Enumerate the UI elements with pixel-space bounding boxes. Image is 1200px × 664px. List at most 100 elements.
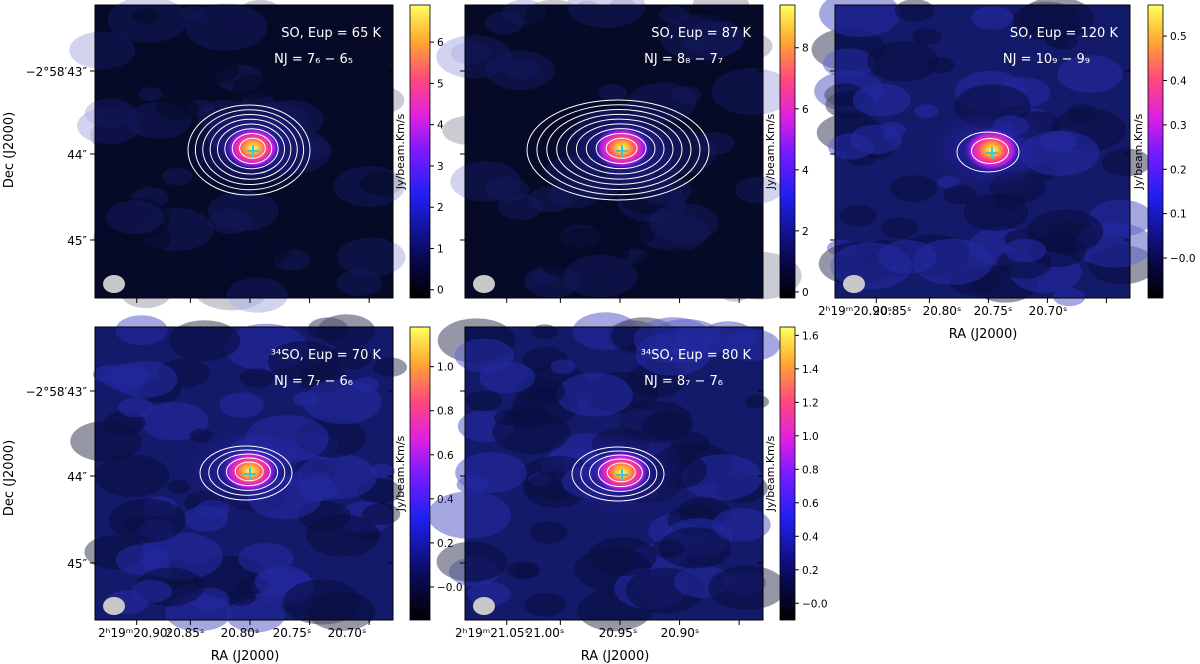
panel-1: −2°58′43″ 44″ 45″ SO, Eup = 65 K NJ = 7₆ − 6… <box>26 0 444 313</box>
noise-blob <box>107 0 188 43</box>
noise-blob <box>546 227 630 276</box>
contour-level-4 <box>580 450 658 497</box>
noise-blob <box>824 83 865 107</box>
noise-blob <box>528 186 574 213</box>
colorbar-tick-label: 0.4 <box>802 531 819 543</box>
noise-blob <box>157 358 210 388</box>
colorbar-tick-label: 4 <box>802 165 809 177</box>
contours <box>956 131 1020 173</box>
colorbar-tick-label: 1.6 <box>802 330 819 342</box>
colorbar-tick-label: 5 <box>437 78 444 90</box>
noise-blob <box>239 0 282 25</box>
map-frame <box>464 4 764 299</box>
noise-blob <box>493 410 520 426</box>
noise-blob <box>659 5 690 24</box>
noise-blob <box>226 277 289 313</box>
noise-blob <box>90 111 172 159</box>
noise-blob <box>295 417 367 458</box>
noise-blob <box>997 77 1051 108</box>
noise-blob <box>996 247 1052 279</box>
noise-blob <box>450 161 521 202</box>
noise-blob <box>139 519 175 540</box>
noise-blob <box>362 503 401 525</box>
noise-blob <box>115 544 171 576</box>
contours <box>571 446 665 502</box>
noise-blob <box>524 592 566 617</box>
contour-level-5 <box>571 446 665 502</box>
noise-blob <box>514 564 540 579</box>
noise-blob <box>638 211 709 253</box>
noise-blob <box>708 565 787 610</box>
noise-blob <box>628 543 688 578</box>
noise-blob <box>735 176 782 204</box>
noise-blob <box>512 387 579 426</box>
noise-blob <box>565 247 600 268</box>
noise-blob <box>673 565 731 598</box>
noise-blob <box>814 70 885 112</box>
ra-tick-label: 20.80ˢ <box>221 626 260 640</box>
noise-blob <box>671 86 702 104</box>
noise-blob <box>972 265 1038 303</box>
noise-blob <box>621 186 671 215</box>
contour-level-2 <box>956 131 1020 173</box>
noise-blob <box>484 11 525 35</box>
noise-blob <box>436 541 508 582</box>
source-marker <box>244 468 256 480</box>
contour-level-5 <box>199 445 293 501</box>
noise-blob <box>700 321 756 353</box>
noise-blob <box>560 224 601 248</box>
noise-blob <box>251 568 316 606</box>
noise-blob <box>368 148 394 163</box>
noise-blob <box>131 187 169 209</box>
colorbar <box>409 4 431 299</box>
colorbar-tick-label: 1.0 <box>802 431 819 443</box>
noise-blob <box>337 501 394 533</box>
noise-blob <box>436 35 513 79</box>
noise-blob <box>683 21 746 57</box>
noise-blob <box>613 26 653 49</box>
noise-blob <box>239 368 274 388</box>
noise-blob <box>219 392 265 418</box>
noise-blob <box>819 0 901 37</box>
colorbar-tick-label: 2 <box>802 226 809 238</box>
noise-blob <box>523 265 581 298</box>
colorbar-tick-label: 0.8 <box>437 406 454 418</box>
noise-blob <box>723 329 780 362</box>
noise-blob <box>307 591 376 631</box>
ra-tick-label: 20.70ˢ <box>1029 304 1068 318</box>
colorbar-tick-label: 3 <box>437 161 444 173</box>
noise-blob <box>373 357 408 377</box>
ra-tick-label: 20.70ˢ <box>328 626 367 640</box>
ra-tick-label: 2ʰ19ᵐ21.05ˢ <box>455 626 529 640</box>
noise-blob <box>186 99 214 116</box>
contour-level-9 <box>526 99 710 201</box>
noise-blob <box>156 254 216 288</box>
colorbar <box>779 4 796 299</box>
noise-blob <box>584 371 659 414</box>
noise-blob <box>103 410 146 436</box>
noise-blob <box>120 279 171 309</box>
noise-blob <box>320 44 365 70</box>
source-marker <box>616 145 628 157</box>
noise-blob <box>839 205 877 227</box>
noise-blob <box>110 56 161 85</box>
noise-blob <box>336 237 406 277</box>
noise-blob <box>577 588 653 632</box>
noise-blob <box>822 48 875 79</box>
noise-blob <box>550 359 576 374</box>
noise-blob <box>912 28 942 45</box>
contour-level-3 <box>224 128 279 170</box>
contour-level-4 <box>208 449 286 496</box>
noise-blob <box>745 394 770 409</box>
noise-blob <box>465 110 491 125</box>
noise-blob <box>207 209 252 234</box>
noise-blob <box>165 593 232 632</box>
noise-blob <box>237 576 269 595</box>
panel-title-line2: NJ = 8₇ − 7₆ <box>644 374 723 389</box>
colorbar-tick-label: 0.8 <box>802 464 819 476</box>
ra-tick-label: 21.00ˢ <box>526 626 565 640</box>
noise-blob <box>122 517 149 533</box>
contour-level-6 <box>202 114 298 185</box>
noise-blob <box>297 500 351 532</box>
noise-blob <box>492 410 570 455</box>
